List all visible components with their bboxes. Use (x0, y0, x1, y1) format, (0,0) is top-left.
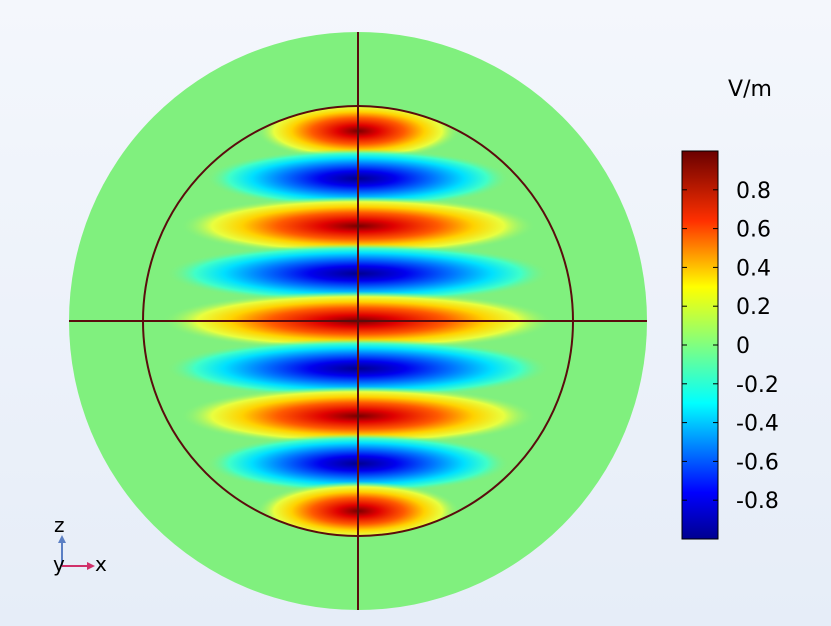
colorbar-tick-label: -0.6 (736, 450, 779, 475)
colorbar-tick-label: -0.4 (736, 412, 779, 437)
colorbar: V/m 0.8 0.6 0.4 0.2 0 -0.2 -0.4 -0.6 -0.8 (681, 77, 779, 540)
colorbar-tick-label: 0.6 (736, 218, 771, 243)
colorbar-gradient (681, 150, 719, 540)
x-label: x (95, 552, 107, 576)
colorbar-tick-label: 0.2 (736, 295, 771, 320)
colorbar-tick-label: 0 (736, 334, 750, 359)
axis-triad: z y x (53, 513, 107, 576)
y-label: y (53, 552, 65, 576)
z-label: z (54, 513, 65, 537)
colorbar-tick-label: -0.2 (736, 373, 779, 398)
colorbar-ticks: 0.8 0.6 0.4 0.2 0 -0.2 -0.4 -0.6 -0.8 (682, 179, 779, 514)
z-arrow-head (58, 535, 66, 543)
colorbar-tick-label: 0.8 (736, 179, 771, 204)
colorbar-unit: V/m (728, 77, 772, 102)
colorbar-tick-label: 0.4 (736, 256, 771, 281)
colorbar-tick-label: -0.8 (736, 489, 779, 514)
x-arrow-head (87, 562, 95, 570)
